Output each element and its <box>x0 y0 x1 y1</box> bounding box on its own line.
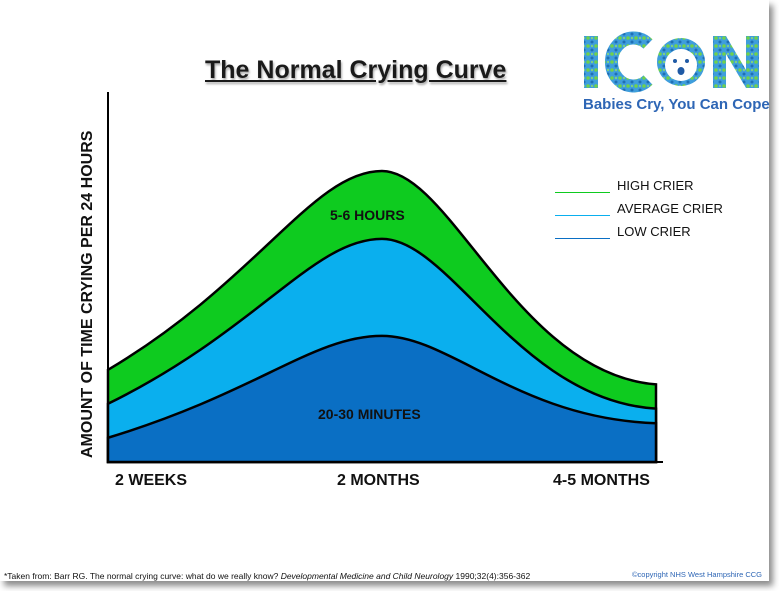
legend-label-low: LOW CRIER <box>617 224 691 239</box>
chart-title: The Normal Crying Curve <box>205 56 507 84</box>
logo-letter-n <box>713 36 759 88</box>
legend-label-high: HIGH CRIER <box>617 178 694 193</box>
y-axis-label: AMOUNT OF TIME CRYING PER 24 HOURS <box>79 130 96 458</box>
citation-prefix: *Taken from: Barr RG. The normal crying … <box>4 571 281 581</box>
citation-journal: Developmental Medicine and Child Neurolo… <box>280 571 454 581</box>
logo-letter-i <box>584 36 598 88</box>
low-crier-area <box>106 334 658 464</box>
legend-swatch-high <box>555 192 610 193</box>
legend-swatch-low <box>555 238 610 239</box>
legend-label-average: AVERAGE CRIER <box>617 201 723 216</box>
citation-suffix: 1990;32(4):356-362 <box>453 571 531 581</box>
x-tick-2-weeks: 2 WEEKS <box>115 472 188 489</box>
logo-letter-c <box>605 31 653 93</box>
copyright-text: ©copyright NHS West Hampshire CCG <box>632 570 763 579</box>
logo-tagline: Babies Cry, You Can Cope <box>583 96 770 113</box>
annotation-high: 5-6 HOURS <box>330 207 405 223</box>
citation-footnote: *Taken from: Barr RG. The normal crying … <box>4 571 530 581</box>
annotation-low: 20-30 MINUTES <box>318 406 421 422</box>
x-tick-4-5-months: 4-5 MONTHS <box>553 472 650 489</box>
x-tick-2-months: 2 MONTHS <box>337 472 420 489</box>
baby-face-icon <box>657 38 705 86</box>
legend-swatch-average <box>555 215 610 216</box>
icon-logo <box>584 31 759 93</box>
